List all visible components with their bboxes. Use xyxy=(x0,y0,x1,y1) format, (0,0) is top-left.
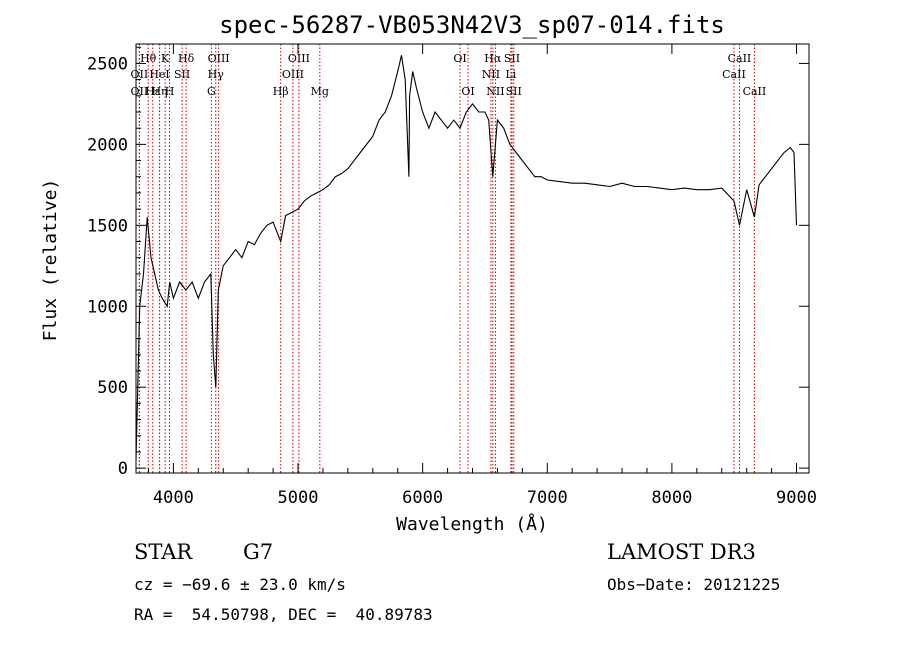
object-subclass: G7 xyxy=(243,540,274,564)
y-tick-label: 1500 xyxy=(87,216,128,236)
x-tick-label: 6000 xyxy=(402,488,443,508)
line-marker-label: CaII xyxy=(728,52,752,65)
object-class: STAR xyxy=(134,540,193,564)
spectrum-line xyxy=(135,55,798,461)
line-marker-label: CaII xyxy=(743,85,767,98)
line-marker-label: NII xyxy=(486,85,504,98)
y-tick-label: 0 xyxy=(118,459,128,479)
line-marker-label: OII xyxy=(131,85,149,98)
line-marker-label: Hβ xyxy=(273,85,289,98)
line-marker-label: Hγ xyxy=(208,68,225,81)
line-marker-label: G xyxy=(207,85,216,98)
y-tick-label: 2000 xyxy=(87,135,128,155)
line-marker-label: Hη xyxy=(151,85,167,98)
series-layer xyxy=(135,55,798,461)
line-marker-label: OIII xyxy=(282,68,304,81)
y-axis: 0 500 1000 1500 2000 2500 xyxy=(87,46,809,479)
plot-frame xyxy=(135,43,810,474)
y-tick-label: 2500 xyxy=(87,54,128,74)
line-marker-label: Hδ xyxy=(178,52,195,65)
observation-date: Obs−Date: 20121225 xyxy=(607,575,781,594)
x-axis: 4000 5000 6000 7000 8000 9000 xyxy=(147,44,817,508)
redshift-velocity: cz = −69.6 ± 23.0 km/s xyxy=(134,575,346,594)
line-marker-label: OII xyxy=(131,68,149,81)
chart-title: spec-56287-VB053N42V3_sp07-014.fits xyxy=(219,11,725,39)
line-marker-label: H xyxy=(165,85,175,98)
coordinates: RA = 54.50798, DEC = 40.89783 xyxy=(134,605,433,624)
line-marker-label: CaII xyxy=(722,68,746,81)
line-marker-label: SII xyxy=(506,85,522,98)
line-marker-label: OIII xyxy=(288,52,310,65)
line-marker-label: HeI xyxy=(149,68,169,81)
line-marker-label: OI xyxy=(461,85,474,98)
x-tick-label: 9000 xyxy=(776,488,817,508)
line-marker-label: SII xyxy=(174,68,190,81)
line-marker-label: OIII xyxy=(208,52,230,65)
line-marker-label: Hε xyxy=(145,85,161,98)
line-marker-label: NII xyxy=(482,68,500,81)
line-marker-label: SII xyxy=(504,52,520,65)
line-marker-label: K xyxy=(161,52,170,65)
x-tick-label: 8000 xyxy=(651,488,692,508)
survey-label: LAMOST DR3 xyxy=(607,540,756,564)
x-tick-label: 4000 xyxy=(153,488,194,508)
line-marker-label: Hα xyxy=(484,52,502,65)
y-tick-label: 1000 xyxy=(87,297,128,317)
y-tick-label: 500 xyxy=(97,378,128,398)
line-marker-label: Li xyxy=(505,68,516,81)
line-marker-label: Mg xyxy=(311,85,329,98)
x-tick-label: 7000 xyxy=(527,488,568,508)
y-axis-label: Flux (relative) xyxy=(40,179,61,342)
x-tick-label: 5000 xyxy=(278,488,319,508)
line-marker-label: OI xyxy=(453,52,466,65)
x-axis-label: Wavelength (Å) xyxy=(396,513,548,535)
